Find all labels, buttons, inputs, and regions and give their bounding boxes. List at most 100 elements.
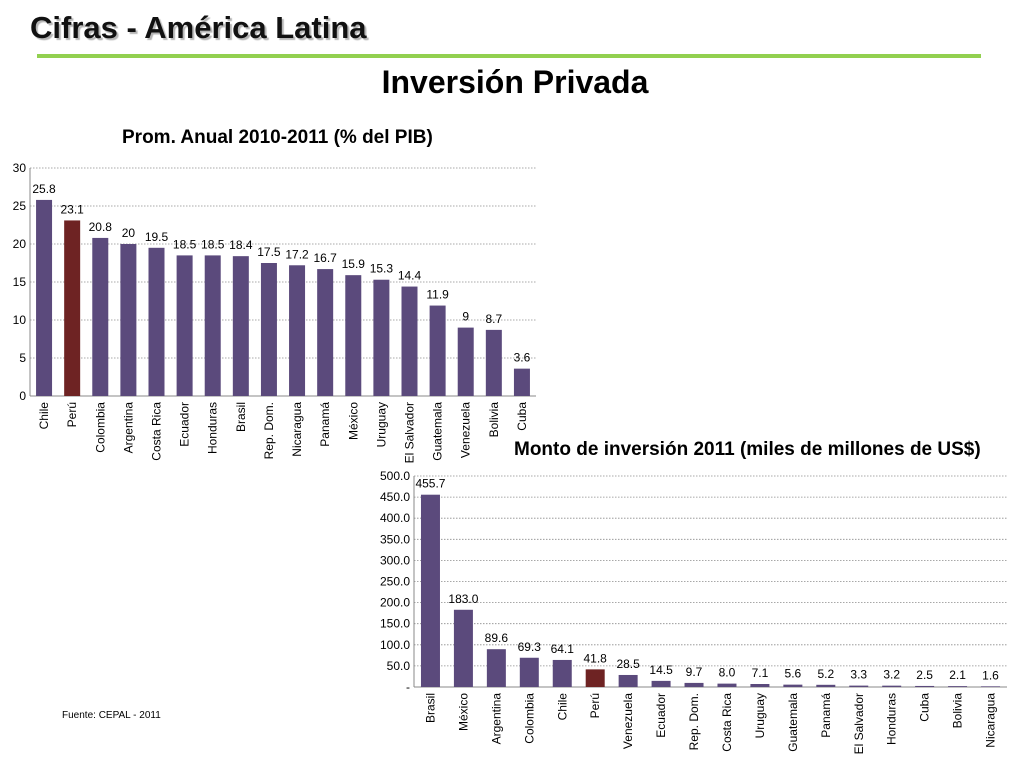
y-tick-label: 0 — [19, 389, 26, 403]
data-label: 2.5 — [916, 668, 933, 682]
data-label: 8.7 — [485, 312, 502, 326]
data-label: 8.0 — [719, 666, 736, 680]
category-label: Venezuela — [459, 402, 473, 458]
y-tick-label: 50.0 — [387, 659, 411, 673]
y-tick-label: 20 — [13, 237, 27, 251]
data-label: 9 — [462, 310, 469, 324]
data-label: 14.4 — [398, 269, 422, 283]
data-label: 9.7 — [686, 665, 703, 679]
y-tick-label: 350.0 — [380, 532, 410, 546]
y-tick-label: 500.0 — [380, 469, 410, 483]
bar-1-0 — [420, 494, 440, 687]
data-label: 7.1 — [752, 666, 769, 680]
data-label: 455.7 — [415, 477, 445, 491]
data-label: 15.9 — [342, 257, 366, 271]
category-label: Ecuador — [178, 402, 192, 447]
chart2-title: Monto de inversión 2011 (miles de millon… — [514, 439, 981, 460]
data-label: 3.6 — [514, 351, 531, 365]
title-rule — [37, 54, 981, 58]
data-label: 20 — [122, 226, 136, 240]
bar-1-1 — [453, 609, 473, 687]
bar-1-3 — [519, 657, 539, 687]
y-tick-label: 15 — [13, 275, 27, 289]
category-label: Guatemala — [786, 693, 800, 752]
data-label: 64.1 — [551, 642, 575, 656]
bar-1-9 — [717, 683, 737, 687]
bar-0-12 — [373, 279, 390, 396]
bar-1-2 — [486, 649, 506, 687]
data-label: 18.5 — [201, 237, 225, 251]
category-label: Rep. Dom. — [262, 402, 276, 459]
data-label: 18.5 — [173, 237, 197, 251]
category-label: Honduras — [206, 402, 220, 454]
bar-1-14 — [882, 685, 902, 687]
category-label: Colombia — [93, 402, 107, 453]
bar-0-11 — [345, 275, 362, 396]
category-label: Chile — [37, 402, 51, 430]
category-label: México — [346, 402, 360, 440]
bar-0-0 — [36, 199, 53, 396]
category-label: Bolivia — [487, 402, 501, 438]
category-label: Nicaragua — [290, 402, 304, 457]
bar-0-13 — [401, 286, 418, 396]
category-label: Ecuador — [654, 693, 668, 738]
bar-0-5 — [176, 255, 193, 396]
y-tick-label: 30 — [13, 161, 27, 175]
category-label: Colombia — [522, 693, 536, 744]
category-label: Argentina — [121, 402, 135, 454]
data-label: 20.8 — [89, 220, 113, 234]
y-tick-label: 450.0 — [380, 490, 410, 504]
bar-1-10 — [750, 684, 770, 687]
bar-0-1 — [64, 220, 81, 396]
bar-0-8 — [260, 263, 277, 396]
category-label: Cuba — [918, 693, 932, 722]
bar-1-8 — [684, 682, 704, 687]
category-label: Perú — [65, 402, 79, 427]
category-label: Venezuela — [621, 693, 635, 749]
category-label: Guatemala — [431, 402, 445, 461]
bar-0-14 — [429, 305, 446, 396]
y-tick-label: 10 — [13, 313, 27, 327]
category-label: Uruguay — [374, 402, 388, 447]
data-label: 1.6 — [982, 668, 999, 682]
data-label: 5.2 — [817, 667, 834, 681]
category-label: México — [456, 693, 470, 731]
bar-1-7 — [651, 680, 671, 687]
category-label: Costa Rica — [720, 693, 734, 752]
bar-0-17 — [513, 368, 530, 396]
category-label: Bolivia — [951, 693, 965, 729]
bar-1-15 — [915, 685, 935, 687]
bar-0-2 — [92, 237, 109, 396]
category-label: Perú — [588, 693, 602, 718]
y-tick-label: - — [406, 680, 410, 694]
y-tick-label: 25 — [13, 199, 27, 213]
category-label: Chile — [555, 693, 569, 721]
category-label: Brasil — [234, 402, 248, 432]
data-label: 11.9 — [426, 288, 449, 302]
bar-1-17 — [981, 686, 1001, 687]
chart2-plot: - 50.0 100.0 150.0 200.0 250.0 300.0 350.0 400.0… — [380, 469, 1007, 754]
data-label: 23.1 — [60, 202, 84, 216]
main-heading: Inversión Privada — [381, 64, 649, 100]
data-label: 15.3 — [370, 262, 394, 276]
category-label: Brasil — [423, 693, 437, 723]
bar-1-16 — [948, 686, 968, 687]
data-label: 2.1 — [949, 668, 966, 682]
bar-1-5 — [585, 669, 605, 687]
bar-1-12 — [816, 684, 836, 687]
y-tick-label: 250.0 — [380, 575, 410, 589]
bar-1-11 — [783, 684, 803, 687]
data-label: 69.3 — [518, 640, 542, 654]
category-label: Rep. Dom. — [687, 693, 701, 750]
data-label: 41.8 — [584, 651, 608, 665]
y-tick-label: 400.0 — [380, 511, 410, 525]
bar-1-13 — [849, 685, 869, 687]
y-tick-label: 300.0 — [380, 553, 410, 567]
category-label: Panamá — [318, 402, 332, 447]
data-label: 16.7 — [313, 251, 337, 265]
data-label: 18.4 — [229, 238, 253, 252]
bar-1-6 — [618, 674, 638, 687]
bar-0-4 — [148, 247, 165, 396]
category-label: Cuba — [515, 402, 529, 431]
